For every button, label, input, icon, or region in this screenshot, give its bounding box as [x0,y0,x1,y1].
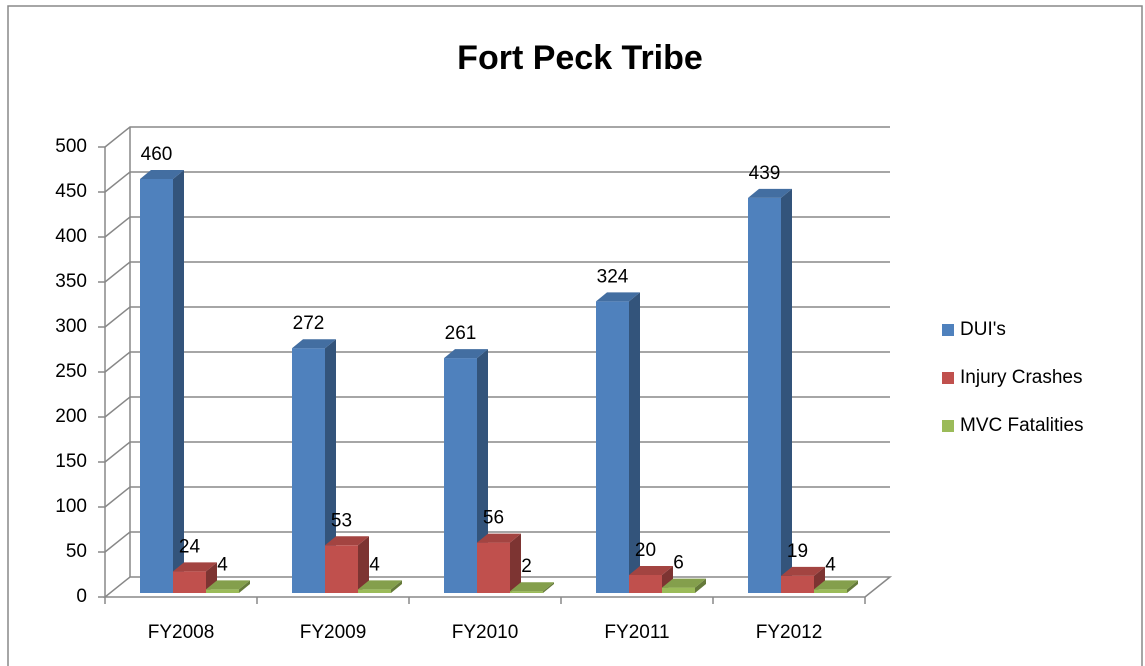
data-label: 4 [825,554,836,575]
bar-front [477,542,510,593]
y-tick-label: 400 [55,226,87,247]
grid-line [104,216,890,238]
data-label: 20 [635,540,656,561]
data-label: 460 [141,144,173,165]
bar-front [292,348,325,593]
bar-top [358,580,402,590]
bar-top [781,566,825,576]
y-tick-label: 350 [55,271,87,292]
x-tick-label: FY2008 [148,622,215,643]
y-tick-label: 250 [55,361,87,382]
bar-front [596,301,629,593]
bar-side [543,582,554,593]
legend-swatch [942,420,954,432]
data-label: 272 [293,313,325,334]
data-label: 4 [369,554,380,575]
bar-front [206,589,239,593]
grid-line [104,126,890,148]
bar-side [358,536,369,593]
data-label: 56 [483,508,504,529]
bar-top [477,533,521,543]
x-tick-label: FY2010 [452,622,519,643]
y-tick-label: 450 [55,181,87,202]
x-tick-label: FY2011 [604,622,669,643]
bar-side [173,170,184,593]
bar-top [173,562,217,572]
data-label: 2 [521,556,532,577]
bar-side [391,580,402,593]
data-label: 53 [331,510,352,531]
bar-top [140,170,184,179]
data-label: 19 [787,541,808,562]
bar-top [206,580,250,590]
y-tick-label: 0 [76,586,87,607]
data-label: 6 [673,553,684,574]
bar-side [814,566,825,593]
legend-label: DUI's [960,319,1006,340]
bar-front [358,589,391,593]
bar-top [629,566,673,575]
y-tick-label: 300 [55,316,87,337]
bar-side [781,188,792,593]
bar-top [596,292,640,302]
legend-swatch [942,324,954,336]
legend-label: MVC Fatalities [960,415,1084,436]
bar-front [662,587,695,593]
legend-label: Injury Crashes [960,367,1083,388]
bar-top [662,578,706,588]
y-tick-label: 200 [55,406,87,427]
data-label: 439 [749,163,781,184]
y-tick-label: 500 [55,136,87,157]
bar-top [510,582,554,592]
bar-front [140,179,173,593]
bar-front [325,545,358,593]
x-tick-label: FY2012 [756,622,823,643]
bar-side [695,578,706,593]
bar-side [510,533,521,593]
legend-swatch [942,372,954,384]
bar-front [510,591,543,593]
bar-top [444,349,488,359]
bar-front [444,358,477,593]
data-label: 24 [179,536,201,557]
bar-side [629,292,640,593]
bar-side [477,349,488,593]
bar-top [292,339,336,349]
bar-side [325,339,336,593]
grid-line [104,171,890,193]
bar-front [748,197,781,593]
bar-top [814,580,858,590]
chart-title: Fort Peck Tribe [457,39,703,77]
data-label: 4 [217,554,228,575]
bar-top [325,536,369,546]
grid-line [104,261,890,283]
bar-side [847,580,858,593]
bar-front [781,575,814,593]
bar-top [748,188,792,198]
bar-front [629,575,662,593]
y-tick-label: 50 [66,541,87,562]
bar-front [814,589,847,593]
bar-side [239,580,250,593]
data-label: 261 [445,323,477,344]
data-label: 324 [597,266,629,287]
x-tick-label: FY2009 [300,622,367,643]
y-tick-label: 100 [55,496,87,517]
bar-front [173,571,206,593]
y-tick-label: 150 [55,451,87,472]
